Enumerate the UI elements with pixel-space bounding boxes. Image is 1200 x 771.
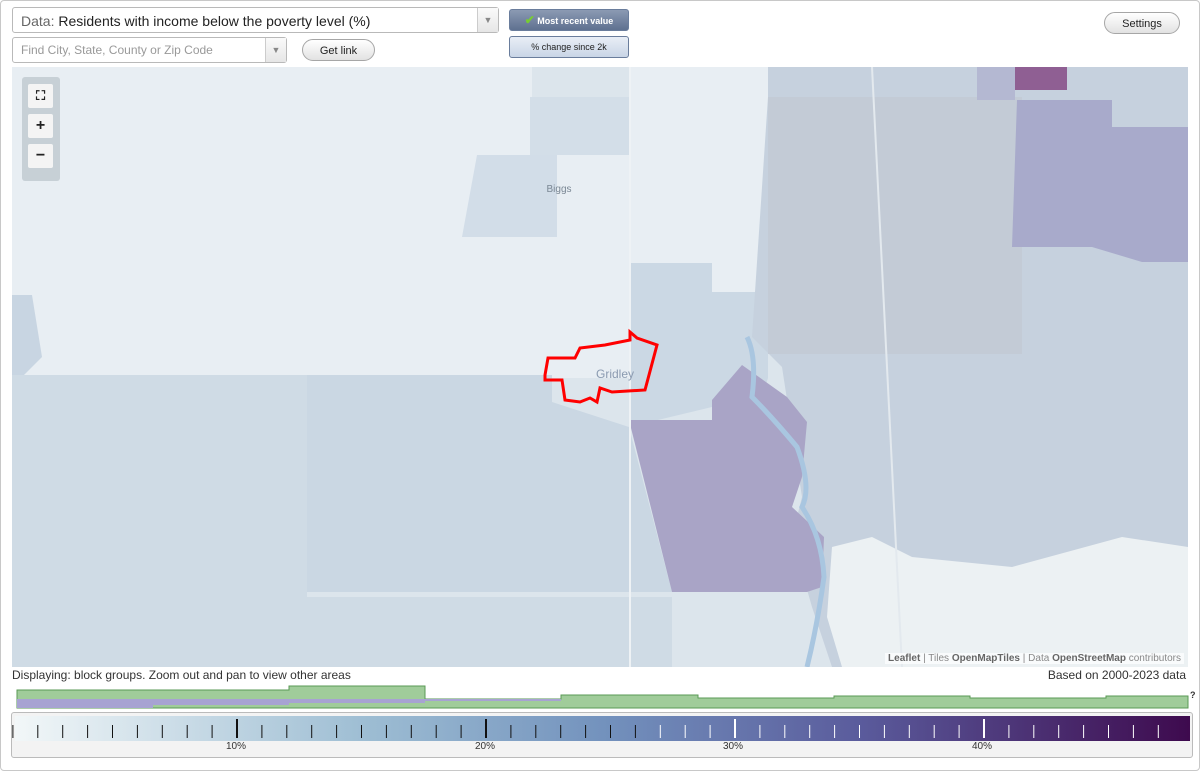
fit-button[interactable]: ⛶ [28,84,53,108]
search-placeholder: Find City, State, County or Zip Code [21,43,213,57]
data-value: Residents with income below the poverty … [58,13,371,29]
region [1015,67,1067,90]
histogram: ? [16,685,1196,709]
search-input[interactable]: Find City, State, County or Zip Code ▼ [12,37,287,63]
region [530,97,630,155]
legend-ticks [12,719,1159,738]
attr-text: | [1022,653,1026,664]
legend [11,712,1193,758]
map-layer: Biggs Gridley [12,67,1188,667]
attr-text: Tiles [928,653,950,664]
region [977,67,1015,100]
toggle-change[interactable]: % change since 2k [509,36,629,58]
based-on-text: Based on 2000-2023 data [1047,668,1186,682]
dropdown-arrow: ▼ [265,38,286,62]
legend-label: 40% [971,741,993,752]
region [307,375,672,592]
region [1012,100,1188,262]
region [12,295,42,387]
attr-text: | [923,653,926,664]
legend-scale [12,716,1190,741]
dropdown-arrow: ▼ [477,8,498,32]
legend-label: 10% [225,741,247,752]
attribution: Leaflet | Tiles OpenMapTiles | Data Open… [885,653,1184,664]
zoom-control: ⛶ + − [22,77,60,181]
toggle-recent[interactable]: ✔ Most recent value [509,9,629,31]
zoom-in-button[interactable]: + [28,114,53,138]
settings-button[interactable]: Settings [1104,12,1180,34]
place-label: Gridley [596,367,634,381]
map[interactable]: Biggs Gridley [12,67,1188,667]
legend-label: 30% [722,741,744,752]
color-gradient [15,716,1190,741]
get-link-button[interactable]: Get link [302,39,375,61]
data-label: Data: [21,13,55,29]
attr-link[interactable]: OpenStreetMap [1052,653,1126,664]
toggle-recent-text: Most recent value [537,16,614,26]
road [871,67,903,667]
zoom-out-button[interactable]: − [28,144,53,168]
displaying-text: Displaying: block groups. Zoom out and p… [12,668,351,682]
legend-label: 20% [474,741,496,752]
selected-area-outline [543,328,659,405]
histogram-purple [17,699,561,708]
help-icon[interactable]: ? [1190,690,1196,700]
attr-link[interactable]: Leaflet [888,653,921,664]
region [462,155,557,237]
region [827,537,1188,667]
region [12,375,672,667]
data-select[interactable]: Data: Residents with income below the po… [12,7,499,33]
attr-link[interactable]: OpenMapTiles [951,653,1020,664]
attr-text: contributors [1128,653,1181,664]
place-label: Biggs [546,184,571,195]
river [744,335,827,667]
attr-text: Data [1028,653,1050,664]
region [768,97,1022,354]
